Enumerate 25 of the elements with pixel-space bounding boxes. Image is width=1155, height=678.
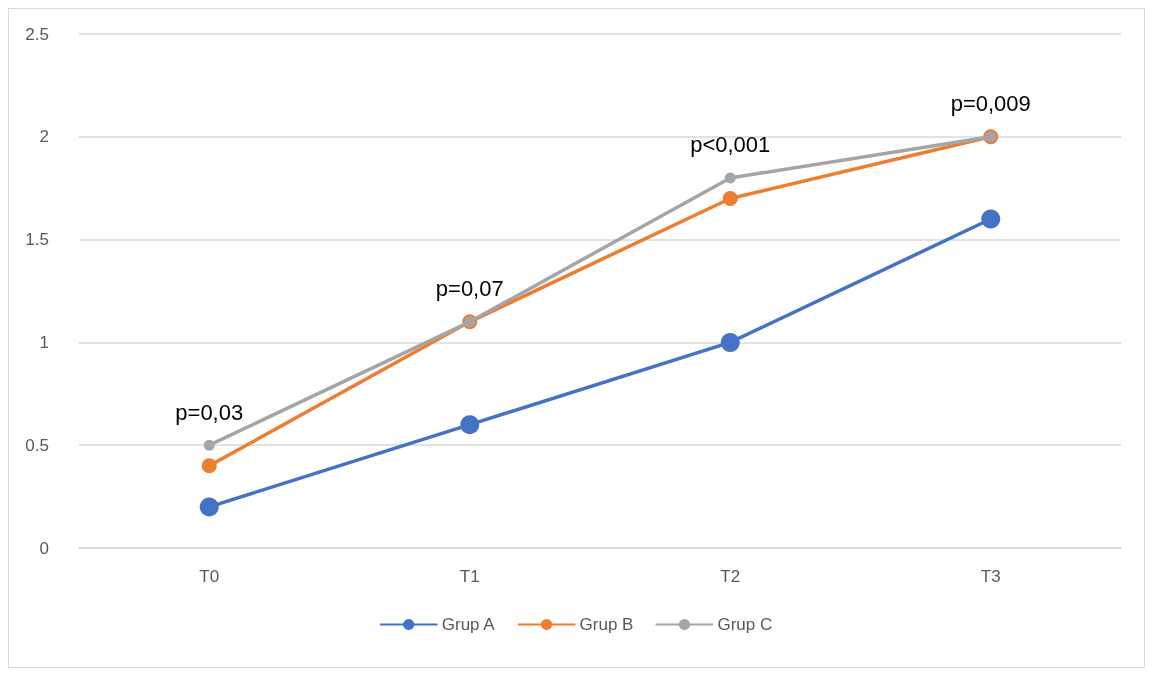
point [201,458,217,474]
legend-label: Grup B [579,615,634,634]
point [720,332,740,352]
y-tick-label: 0.5 [25,435,49,455]
y-tick-label: 1.5 [25,230,49,250]
point [460,415,480,435]
point [981,209,1001,229]
point [724,172,736,184]
y-tick-label: 0 [39,538,49,558]
y-tick-label: 1 [39,332,49,352]
y-tick-label: 2.5 [25,24,49,44]
point [199,497,219,517]
legend-label: Grup A [441,615,496,634]
annotation: p=0,009 [950,91,1031,117]
annotation: p<0,001 [690,132,771,158]
y-tick-label: 2 [39,127,49,147]
annotation: p=0,03 [175,399,244,425]
point [722,190,738,206]
x-tick-label: T3 [980,567,1001,586]
point [203,439,215,451]
legend-label: Grup C [717,615,773,634]
x-tick-label: T0 [199,567,220,586]
annotation: p=0,07 [435,276,504,302]
x-tick-label: T1 [459,567,480,586]
x-tick-label: T2 [720,567,741,586]
